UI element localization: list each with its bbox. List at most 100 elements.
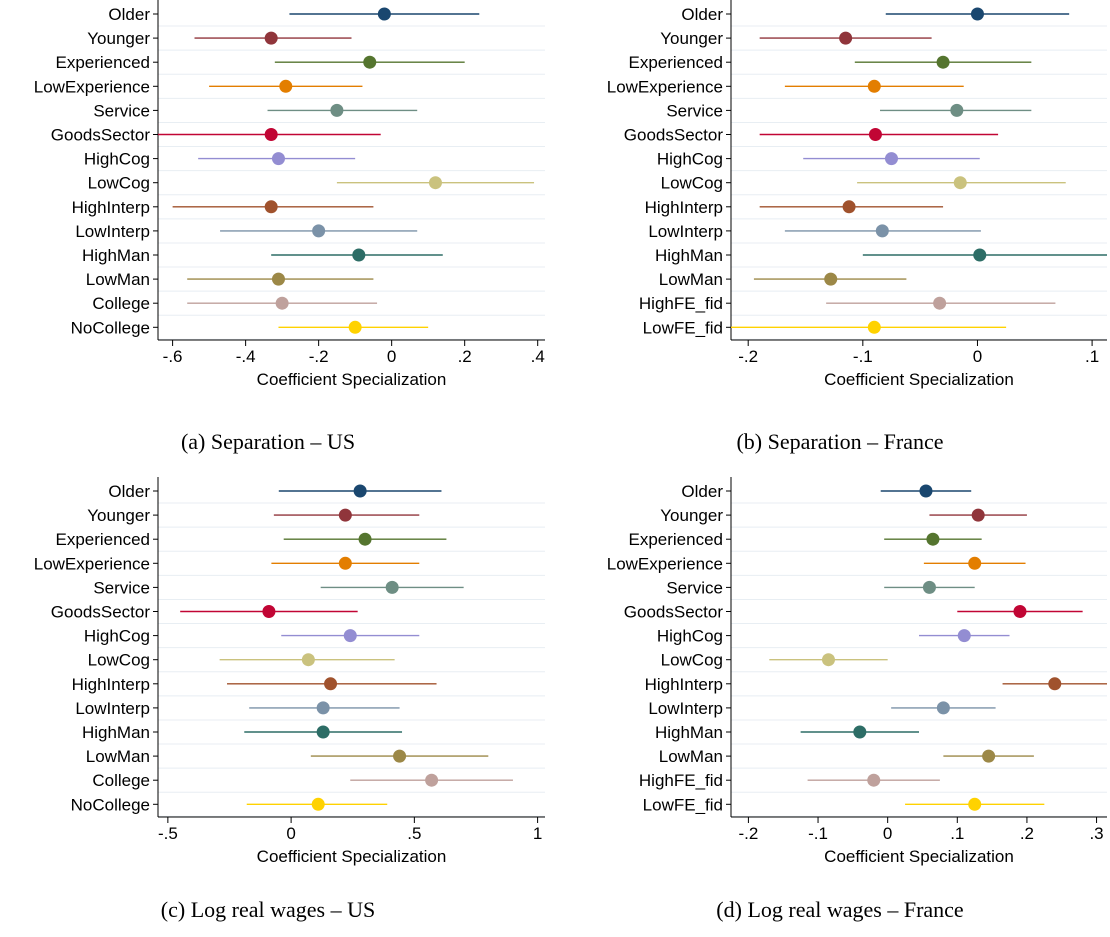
estimate-point <box>824 272 838 286</box>
x-tick-label: -.2 <box>738 347 758 366</box>
panel-4: Older Younger Experienced LowExperience Serv… <box>607 477 1107 922</box>
estimate-point <box>316 701 330 715</box>
estimate-point <box>271 272 285 286</box>
estimate-point <box>982 749 996 763</box>
category-label: HighMan <box>82 723 150 742</box>
category-label: GoodsSector <box>624 126 724 145</box>
category-label: College <box>92 294 150 313</box>
category-label: Experienced <box>55 53 150 72</box>
x-tick-label: -.2 <box>309 347 329 366</box>
x-tick-label: 0 <box>883 824 892 843</box>
x-tick-label: 0 <box>387 347 396 366</box>
category-label: LowInterp <box>75 222 150 241</box>
estimate-point <box>821 653 835 667</box>
category-label: Experienced <box>628 530 723 549</box>
category-label: GoodsSector <box>51 603 151 622</box>
x-tick-label: -.4 <box>236 347 256 366</box>
estimate-point <box>312 224 326 238</box>
estimate-point <box>933 296 947 310</box>
estimate-point <box>377 7 391 21</box>
category-label: Experienced <box>628 53 723 72</box>
category-label: HighCog <box>84 150 150 169</box>
panel-caption: (c) Log real wages – US <box>161 897 375 922</box>
estimate-point <box>311 797 325 811</box>
estimate-point <box>264 31 278 45</box>
estimate-point <box>926 532 940 546</box>
estimate-point <box>338 508 352 522</box>
category-label: HighMan <box>655 246 723 265</box>
x-axis-title: Coefficient Specialization <box>824 847 1014 866</box>
estimate-point <box>950 103 964 117</box>
x-tick-label: .3 <box>1089 824 1103 843</box>
panel-caption: (d) Log real wages – France <box>716 897 963 922</box>
estimate-point <box>1013 605 1027 618</box>
x-tick-label: .2 <box>458 347 472 366</box>
estimate-point <box>262 605 276 618</box>
x-tick-label: .2 <box>1020 824 1034 843</box>
panel-caption: (a) Separation – US <box>181 429 355 454</box>
estimate-point <box>884 152 898 166</box>
x-tick-label: -.1 <box>853 347 873 366</box>
category-label: LowCog <box>661 174 723 193</box>
category-label: LowCog <box>88 651 150 670</box>
category-label: LowFE_fid <box>643 318 723 337</box>
estimate-point <box>919 484 933 498</box>
estimate-point <box>324 677 338 691</box>
x-tick-label: .1 <box>1085 347 1099 366</box>
category-label: HighInterp <box>645 198 723 217</box>
x-tick-label: -.6 <box>163 347 183 366</box>
category-label: Older <box>108 5 150 24</box>
category-label: GoodsSector <box>51 126 151 145</box>
estimate-point <box>279 79 293 93</box>
category-label: Younger <box>87 29 150 48</box>
estimate-point <box>393 749 407 763</box>
category-label: HighFE_fid <box>639 294 723 313</box>
estimate-point <box>1048 677 1062 691</box>
estimate-point <box>968 556 982 570</box>
x-tick-label: .5 <box>407 824 421 843</box>
category-label: Older <box>681 5 723 24</box>
x-axis-title: Coefficient Specialization <box>257 847 447 866</box>
category-label: HighCog <box>657 150 723 169</box>
category-label: Younger <box>87 506 150 525</box>
estimate-point <box>301 653 315 667</box>
estimate-point <box>264 200 278 214</box>
estimate-point <box>971 508 985 522</box>
estimate-point <box>875 224 889 238</box>
x-tick-label: 1 <box>533 824 542 843</box>
estimate-point <box>867 773 881 787</box>
x-tick-label: .1 <box>950 824 964 843</box>
estimate-point <box>853 725 867 739</box>
estimate-point <box>922 580 936 594</box>
category-label: Younger <box>660 506 723 525</box>
category-label: HighMan <box>655 723 723 742</box>
estimate-point <box>343 629 357 643</box>
estimate-point <box>385 580 399 594</box>
category-label: LowExperience <box>607 77 723 96</box>
category-label: LowMan <box>659 270 723 289</box>
estimate-point <box>348 320 362 334</box>
category-label: NoCollege <box>71 318 150 337</box>
estimate-point <box>953 176 967 190</box>
x-tick-label: 0 <box>286 824 295 843</box>
category-label: LowCog <box>661 651 723 670</box>
category-label: LowCog <box>88 174 150 193</box>
category-label: LowExperience <box>34 77 150 96</box>
estimate-point <box>968 797 982 811</box>
panel-3: Older Younger Experienced LowExperience Serv… <box>34 477 545 922</box>
estimate-point <box>271 152 285 166</box>
estimate-point <box>352 248 366 262</box>
estimate-point <box>842 200 856 214</box>
category-label: LowInterp <box>648 699 723 718</box>
estimate-point <box>936 55 950 69</box>
category-label: LowExperience <box>607 554 723 573</box>
estimate-point <box>867 79 881 93</box>
estimate-point <box>425 773 439 787</box>
estimate-point <box>275 296 289 310</box>
estimate-point <box>957 629 971 643</box>
category-label: HighInterp <box>645 675 723 694</box>
category-label: Experienced <box>55 530 150 549</box>
x-axis-title: Coefficient Specialization <box>257 370 447 389</box>
estimate-point <box>316 725 330 739</box>
